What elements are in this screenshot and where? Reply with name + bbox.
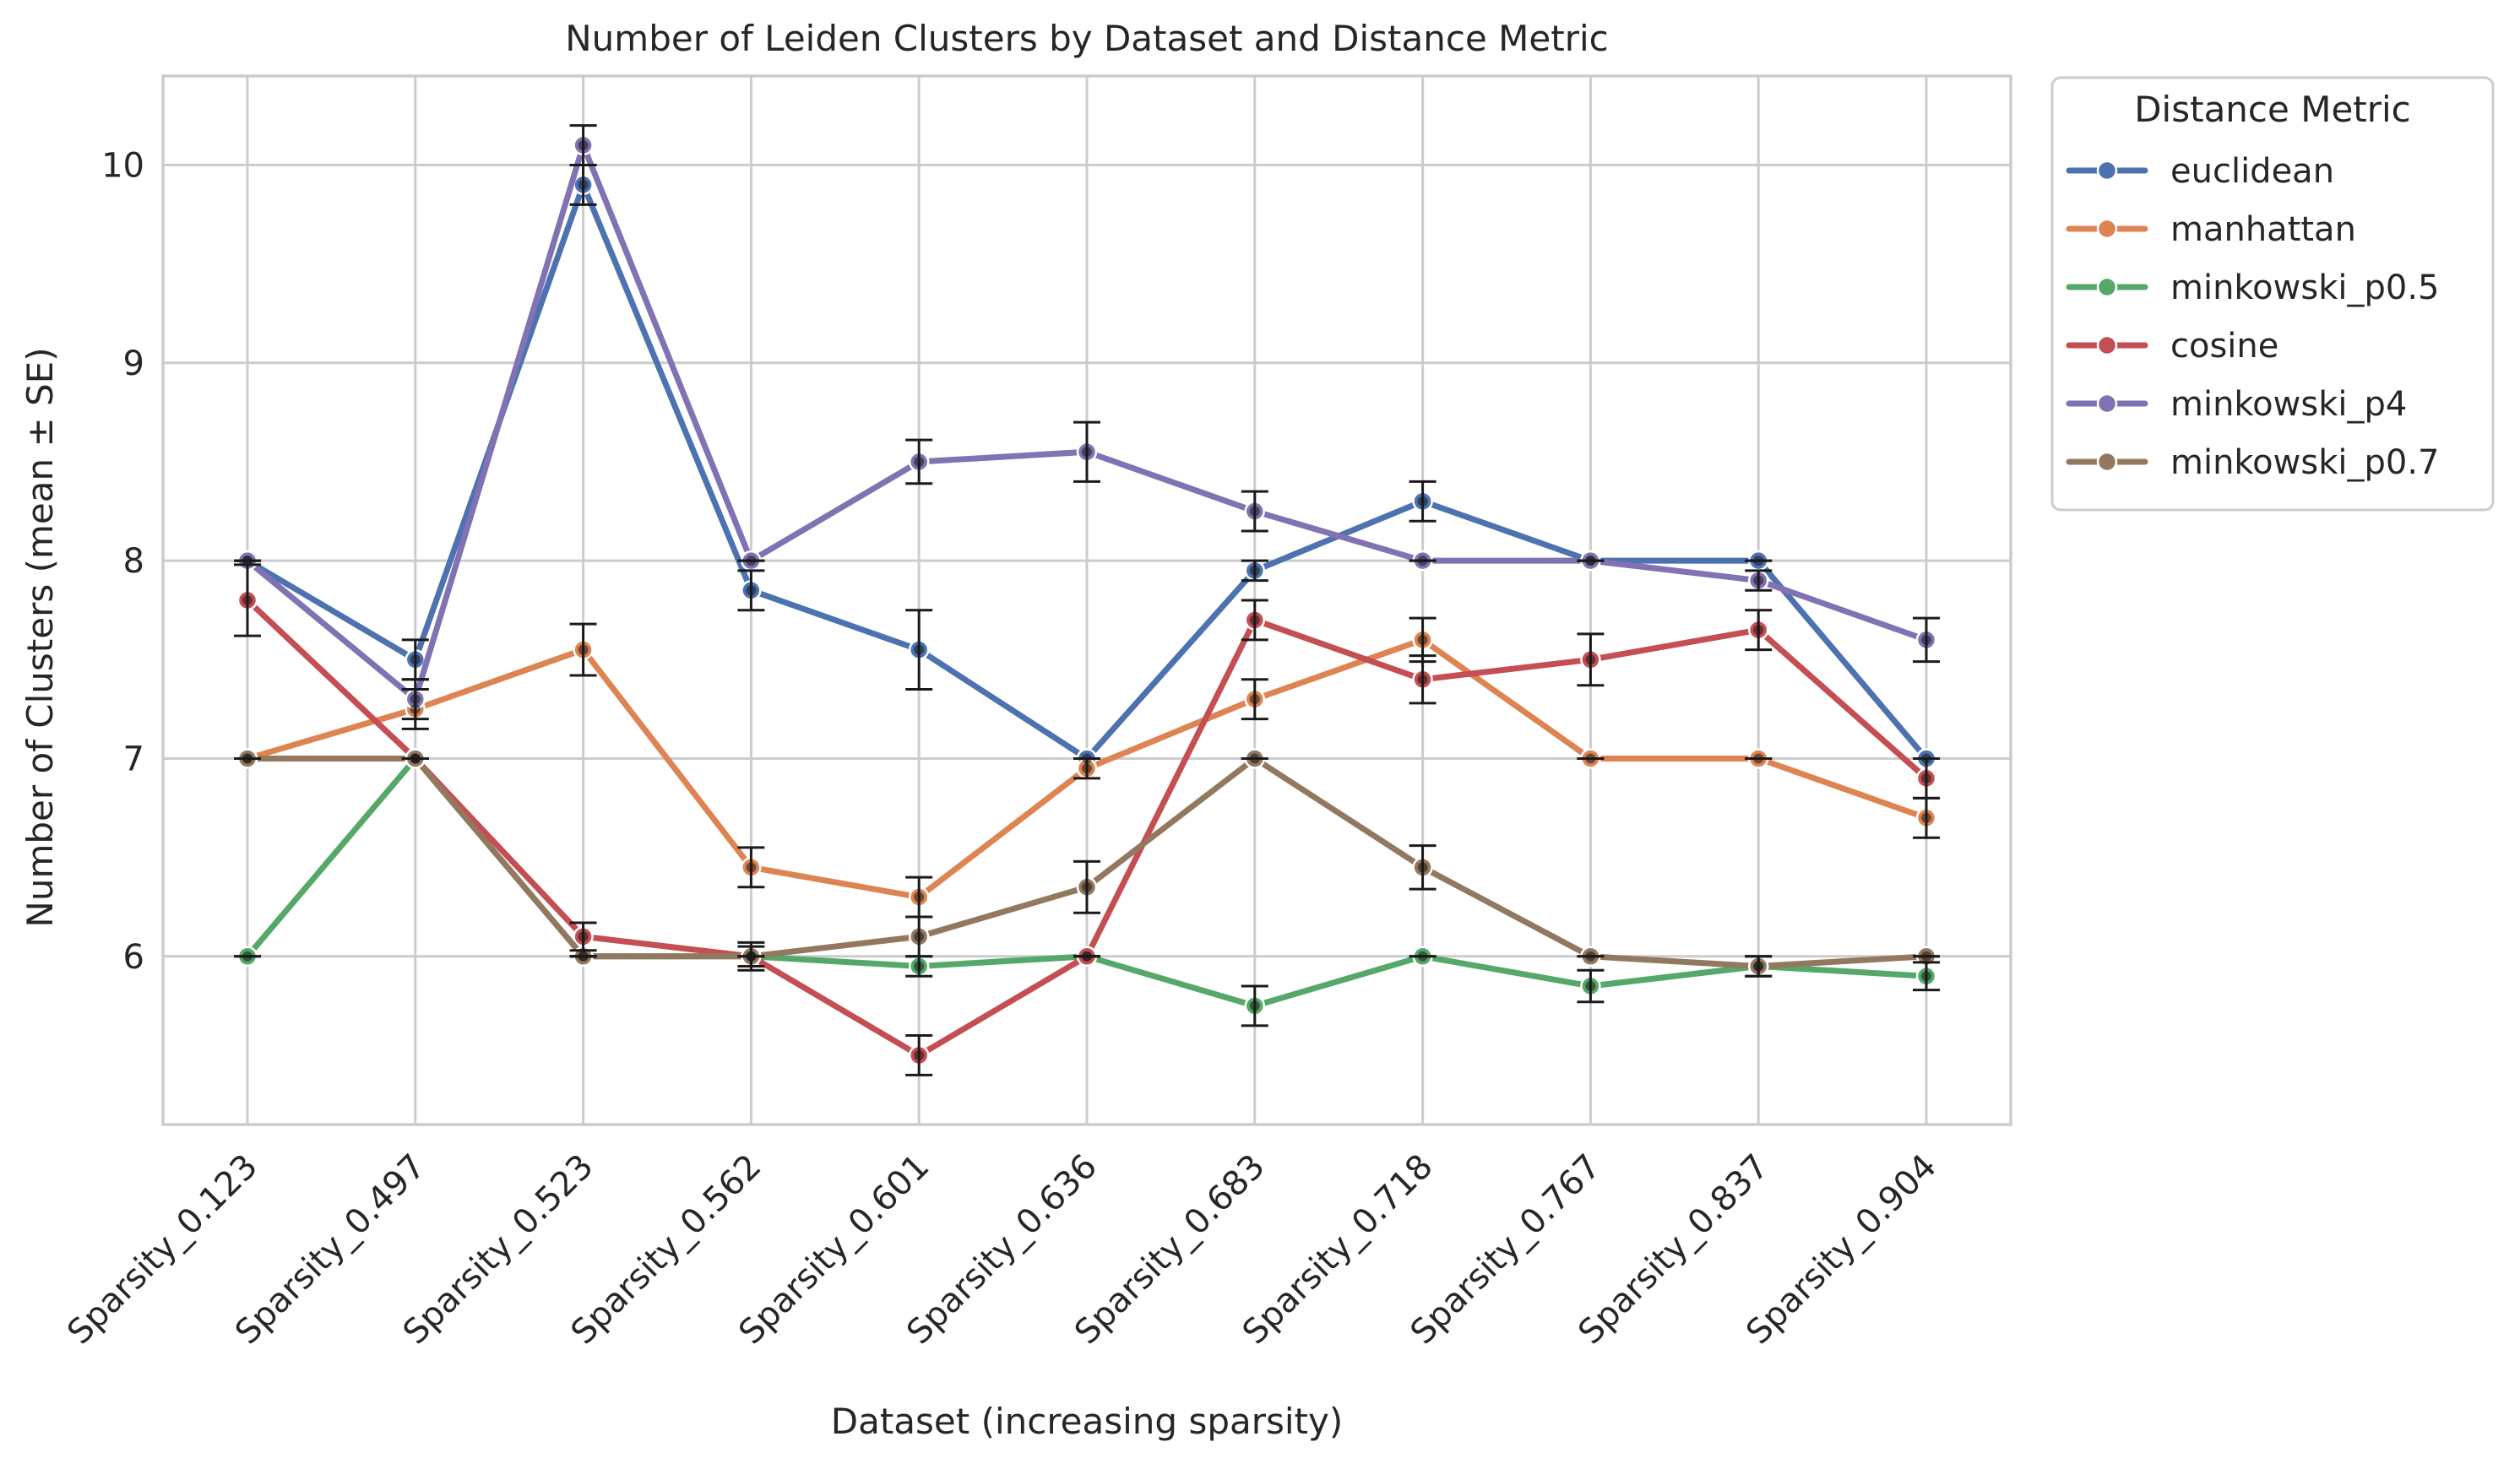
error-bar (1241, 984, 1268, 1027)
error-bar (1409, 654, 1437, 705)
error-bar (1241, 559, 1268, 583)
error-bar (905, 1034, 933, 1076)
error-bar (1913, 756, 1940, 800)
legend-item-minkowski_p0.7: minkowski_p0.7 (2066, 443, 2439, 482)
error-bar (1745, 609, 1773, 652)
error-bar (1409, 556, 1437, 566)
error-bar (569, 622, 597, 677)
error-bar (1073, 951, 1100, 962)
legend-label: euclidean (2170, 152, 2334, 191)
x-axis-label: Dataset (increasing sparsity) (831, 1401, 1344, 1442)
error-bar (1745, 753, 1773, 764)
error-bar (1409, 616, 1437, 664)
y-tick-label: 9 (123, 344, 144, 383)
legend-item-euclidean: euclidean (2066, 152, 2334, 191)
error-bar (234, 753, 261, 764)
error-bars (234, 124, 1940, 1076)
plot-frame (161, 74, 2012, 1126)
error-bar (1241, 599, 1268, 642)
error-bar (1745, 955, 1773, 978)
error-bar (1409, 951, 1437, 962)
error-bar (234, 563, 261, 637)
legend-item-minkowski_p4: minkowski_p4 (2066, 385, 2407, 424)
legend-item-manhattan: manhattan (2066, 210, 2356, 249)
legend-title: Distance Metric (2134, 89, 2411, 130)
y-axis-label: Number of Clusters (mean ± SE) (19, 347, 61, 927)
error-bar (234, 951, 261, 962)
error-bar (1409, 844, 1437, 891)
series-minkowski_p4 (236, 134, 1937, 710)
error-bar (905, 438, 933, 485)
y-tick-label: 8 (123, 542, 144, 581)
error-bar (1409, 480, 1437, 523)
error-bar (737, 569, 765, 612)
error-bar (905, 915, 933, 958)
legend-label: cosine (2170, 327, 2278, 366)
error-bar (1577, 556, 1605, 566)
error-bar (737, 846, 765, 889)
error-bar (905, 609, 933, 691)
y-tick-label: 7 (123, 740, 144, 778)
chart-title: Number of Leiden Clusters by Dataset and… (565, 18, 1608, 59)
error-bar (1241, 678, 1268, 721)
error-bar (234, 556, 261, 566)
error-bar (1073, 420, 1100, 483)
error-bar (1241, 753, 1268, 764)
error-bar (1241, 490, 1268, 533)
legend-label: minkowski_p0.5 (2170, 268, 2439, 307)
legend-label: minkowski_p4 (2170, 385, 2407, 424)
y-tick-label: 10 (101, 146, 144, 185)
series-layer (234, 124, 1940, 1076)
error-bar (1577, 753, 1605, 764)
error-bar (569, 921, 597, 952)
legend: Distance Metric euclidean manhattan minkows… (2050, 76, 2495, 512)
legend-item-minkowski_p0.5: minkowski_p0.5 (2066, 268, 2439, 307)
error-bar (569, 124, 597, 166)
error-bar (1577, 632, 1605, 687)
error-bar (737, 556, 765, 566)
error-bar (569, 951, 597, 962)
error-bar (1913, 951, 1940, 962)
legend-item-cosine: cosine (2066, 327, 2278, 366)
legend-box (2050, 76, 2495, 512)
error-bar (1745, 556, 1773, 566)
error-bar (1913, 961, 1940, 992)
error-bar (401, 753, 429, 764)
y-tick-label: 6 (123, 938, 144, 977)
error-bar (1073, 859, 1100, 914)
error-bar (1577, 968, 1605, 1004)
error-bar (737, 945, 765, 968)
error-bar (1577, 951, 1605, 962)
legend-label: minkowski_p0.7 (2170, 443, 2439, 482)
error-bar (1913, 616, 1940, 664)
error-bar (401, 678, 429, 721)
error-bar (1073, 756, 1100, 780)
error-bar (1745, 569, 1773, 592)
legend-label: manhattan (2170, 210, 2356, 249)
